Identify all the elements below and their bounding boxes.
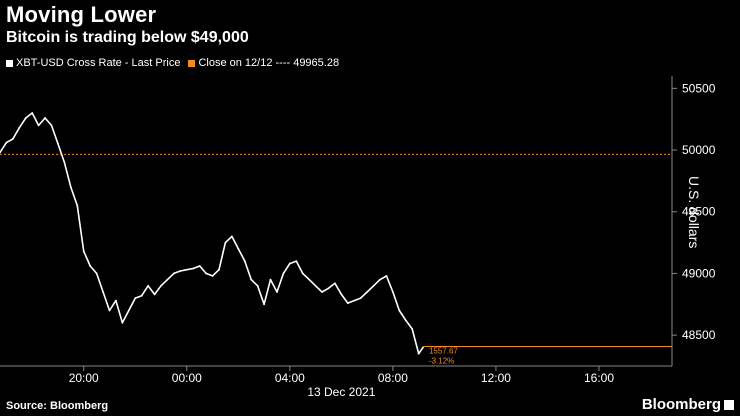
legend-item-close: Close on 12/12 ---- 49965.28 (188, 57, 339, 69)
legend-label-price: XBT-USD Cross Rate - Last Price (16, 57, 181, 69)
price-point (134, 297, 137, 300)
price-point (147, 284, 150, 287)
x-tick-label: 12:00 (481, 371, 511, 385)
price-point (173, 272, 175, 275)
price-point (276, 291, 278, 293)
price-point (179, 270, 182, 272)
legend-swatch-close (188, 59, 196, 67)
brand-name: Bloomberg (641, 396, 721, 413)
price-point (18, 126, 21, 129)
price-point (140, 294, 143, 297)
price-point (243, 260, 246, 263)
price-point (11, 138, 14, 140)
price-point (366, 291, 369, 293)
y-tick-label: 50500 (682, 81, 716, 95)
price-point (250, 278, 253, 281)
x-tick-label: 00:00 (172, 371, 202, 385)
price-point (327, 287, 330, 290)
price-point (417, 352, 420, 355)
chart-subtitle: Bitcoin is trading below $49,000 (6, 29, 249, 46)
price-point (372, 284, 375, 287)
chart-legend: XBT-USD Cross Rate - Last Price Close on… (6, 56, 347, 70)
y-tick-label: 50000 (682, 143, 716, 157)
price-point (334, 282, 336, 285)
price-point (230, 235, 233, 238)
price-point (127, 309, 130, 312)
price-point (391, 291, 394, 293)
price-point (301, 272, 304, 275)
price-point (185, 268, 188, 271)
price-point (359, 297, 362, 300)
price-point (314, 284, 317, 287)
brand-logo: Bloomberg (642, 396, 734, 413)
price-point (263, 303, 265, 306)
price-point (308, 278, 311, 281)
x-tick-label: 20:00 (69, 371, 99, 385)
brand-mark-icon (724, 399, 734, 410)
price-point (218, 268, 220, 271)
price-point (282, 272, 285, 275)
legend-swatch-price (6, 59, 13, 67)
price-point (57, 142, 59, 145)
y-axis-title: U.S. dollars (686, 176, 702, 249)
source-note: Source: Bloomberg (6, 400, 109, 412)
x-tick-label: 04:00 (275, 371, 305, 385)
price-point (224, 241, 227, 244)
price-point (89, 265, 92, 267)
price-point (346, 302, 349, 304)
price-point (95, 272, 98, 275)
price-point (50, 124, 53, 127)
x-tick-label: 08:00 (378, 371, 408, 385)
x-tick-label: 16:00 (584, 371, 614, 385)
price-point (24, 117, 27, 119)
price-point (160, 284, 162, 287)
price-point (237, 247, 240, 250)
price-point (269, 278, 272, 281)
price-point (353, 299, 356, 302)
x-date-label: 13 Dec 2021 (307, 385, 375, 399)
price-point (153, 293, 156, 296)
price-point (76, 204, 79, 207)
price-point (192, 267, 195, 270)
price-point (121, 321, 124, 324)
legend-label-close: Close on 12/12 ---- 49965.28 (198, 57, 340, 69)
price-point (198, 265, 201, 267)
price-point (211, 275, 214, 277)
price-point (340, 293, 343, 296)
price-point (404, 319, 407, 322)
price-point (5, 141, 8, 144)
price-point (82, 250, 85, 253)
price-point (205, 272, 208, 275)
y-tick-label: 49000 (682, 266, 716, 280)
price-point (37, 124, 40, 127)
legend-item-price: XBT-USD Cross Rate - Last Price (6, 57, 180, 69)
y-tick-label: 49500 (682, 205, 716, 219)
price-point (385, 275, 388, 277)
price-point (115, 299, 117, 302)
price-series-line (0, 112, 424, 355)
change-percent-label: -3.12% (429, 357, 454, 366)
price-point (63, 161, 66, 164)
price-point (31, 112, 34, 114)
price-point (166, 278, 169, 281)
price-point (0, 151, 1, 154)
price-point (44, 117, 46, 119)
y-tick-label: 48500 (682, 328, 716, 342)
price-point (411, 328, 414, 330)
price-point (321, 291, 323, 293)
price-point (256, 284, 259, 287)
price-point (288, 262, 291, 265)
price-point (108, 309, 111, 312)
chart-title: Moving Lower (6, 2, 157, 27)
change-points-label: 1557.67 (429, 347, 458, 356)
price-point (398, 309, 401, 312)
price-point (102, 291, 104, 293)
price-point (295, 260, 298, 263)
price-point (69, 186, 72, 188)
price-point (379, 278, 381, 281)
